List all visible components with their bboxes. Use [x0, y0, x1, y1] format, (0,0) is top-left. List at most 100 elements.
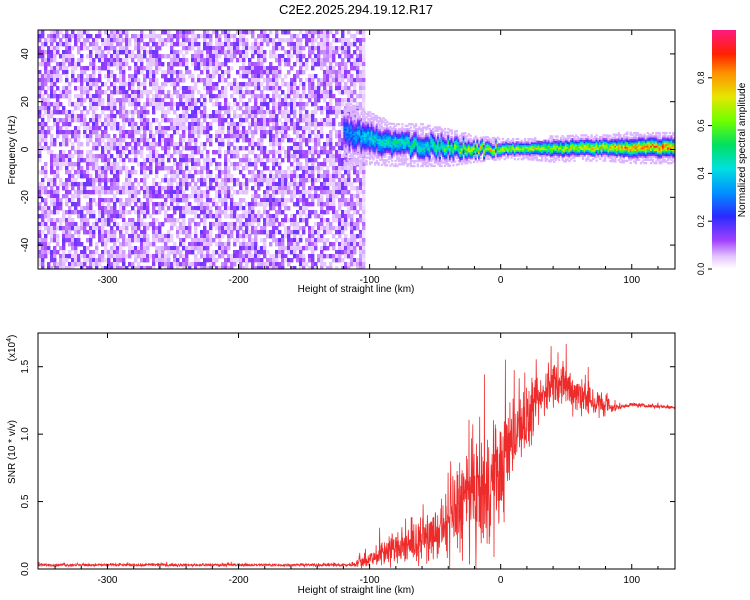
heatmap-cell — [236, 166, 240, 171]
heatmap-cell — [269, 198, 273, 203]
heatmap-cell — [44, 50, 48, 55]
heatmap-cell — [302, 254, 306, 259]
heatmap-cell — [80, 186, 84, 191]
heatmap-cell — [203, 82, 207, 87]
heatmap-cell — [95, 86, 99, 91]
heatmap-cell — [356, 210, 360, 215]
heatmap-cell — [68, 250, 72, 255]
heatmap-cell — [125, 30, 129, 35]
heatmap-cell — [242, 258, 246, 263]
heatmap-cell — [296, 126, 300, 131]
heatmap-cell — [257, 66, 261, 71]
heatmap-cell — [266, 110, 270, 115]
heatmap-cell — [323, 86, 327, 91]
heatmap-cell — [122, 202, 126, 207]
heatmap-cell — [110, 54, 114, 59]
heatmap-cell — [362, 134, 365, 137]
heatmap-cell — [363, 111, 366, 114]
heatmap-cell — [137, 130, 141, 135]
heatmap-cell — [53, 170, 57, 175]
heatmap-cell — [83, 254, 87, 259]
heatmap-cell — [149, 222, 153, 227]
heatmap-cell — [110, 162, 114, 167]
heatmap-cell — [363, 117, 366, 121]
heatmap-cell — [68, 206, 72, 211]
heatmap-cell — [296, 86, 300, 91]
heatmap-cell — [164, 166, 168, 171]
heatmap-cell — [359, 38, 363, 43]
heatmap-cell — [110, 210, 114, 215]
heatmap-cell — [71, 218, 75, 223]
heatmap-cell — [257, 138, 261, 143]
heatmap-cell — [80, 78, 84, 83]
heatmap-cell — [107, 262, 111, 267]
heatmap-cell — [293, 138, 297, 143]
heatmap-cell — [278, 190, 282, 195]
heatmap-cell — [44, 138, 48, 143]
heatmap-cell — [278, 238, 282, 243]
heatmap-cell — [74, 118, 78, 123]
heatmap-cell — [353, 104, 356, 107]
heatmap-cell — [230, 222, 234, 227]
heatmap-cell — [290, 258, 294, 263]
heatmap-cell — [284, 38, 288, 43]
heatmap-cell — [104, 154, 108, 159]
heatmap-cell — [44, 146, 48, 151]
heatmap-cell — [149, 46, 153, 51]
heatmap-cell — [179, 42, 183, 47]
heatmap-cell — [44, 62, 48, 67]
heatmap-cell — [182, 174, 186, 179]
heatmap-cell — [360, 153, 363, 156]
heatmap-cell — [65, 134, 69, 139]
heatmap-cell — [263, 54, 267, 59]
heatmap-cell — [311, 118, 315, 123]
heatmap-cell — [311, 82, 315, 87]
heatmap-cell — [351, 160, 355, 163]
heatmap-cell — [350, 116, 353, 119]
heatmap-cell — [266, 38, 270, 43]
heatmap-cell — [152, 38, 156, 43]
heatmap-cell — [290, 42, 294, 47]
heatmap-cell — [348, 143, 351, 146]
heatmap-cell — [275, 58, 279, 63]
heatmap-cell — [332, 50, 336, 55]
heatmap-cell — [71, 146, 75, 151]
heatmap-cell — [317, 154, 321, 159]
heatmap-cell — [74, 230, 78, 235]
heatmap-cell — [355, 143, 358, 146]
heatmap-cell — [350, 250, 354, 255]
heatmap-cell — [74, 262, 78, 267]
heatmap-cell — [158, 230, 162, 235]
heatmap-cell — [179, 238, 183, 243]
heatmap-cell — [194, 254, 198, 259]
heatmap-cell — [107, 78, 111, 83]
heatmap-cell — [335, 166, 339, 171]
heatmap-cell — [320, 62, 324, 67]
heatmap-cell — [143, 178, 147, 183]
heatmap-cell — [92, 166, 96, 171]
heatmap-cell — [167, 230, 171, 235]
heatmap-cell — [143, 242, 147, 247]
heatmap-cell — [47, 78, 51, 83]
heatmap-cell — [348, 150, 351, 153]
heatmap-cell — [86, 38, 90, 43]
heatmap-cell — [206, 62, 210, 67]
heatmap-cell — [62, 230, 66, 235]
heatmap-cell — [326, 198, 330, 203]
heatmap-cell — [167, 150, 171, 155]
heatmap-cell — [179, 126, 183, 131]
heatmap-cell — [140, 210, 144, 215]
heatmap-cell — [164, 174, 168, 179]
heatmap-cell — [215, 110, 219, 115]
heatmap-cell — [257, 154, 261, 159]
heatmap-cell — [242, 254, 246, 259]
heatmap-cell — [260, 98, 264, 103]
heatmap-cell — [326, 238, 330, 243]
heatmap-cell — [215, 222, 219, 227]
heatmap-cell — [200, 122, 204, 127]
heatmap-cell — [119, 250, 123, 255]
heatmap-cell — [275, 254, 279, 259]
heatmap-cell — [293, 218, 297, 223]
heatmap-cell — [311, 42, 315, 47]
heatmap-cell — [281, 146, 285, 151]
